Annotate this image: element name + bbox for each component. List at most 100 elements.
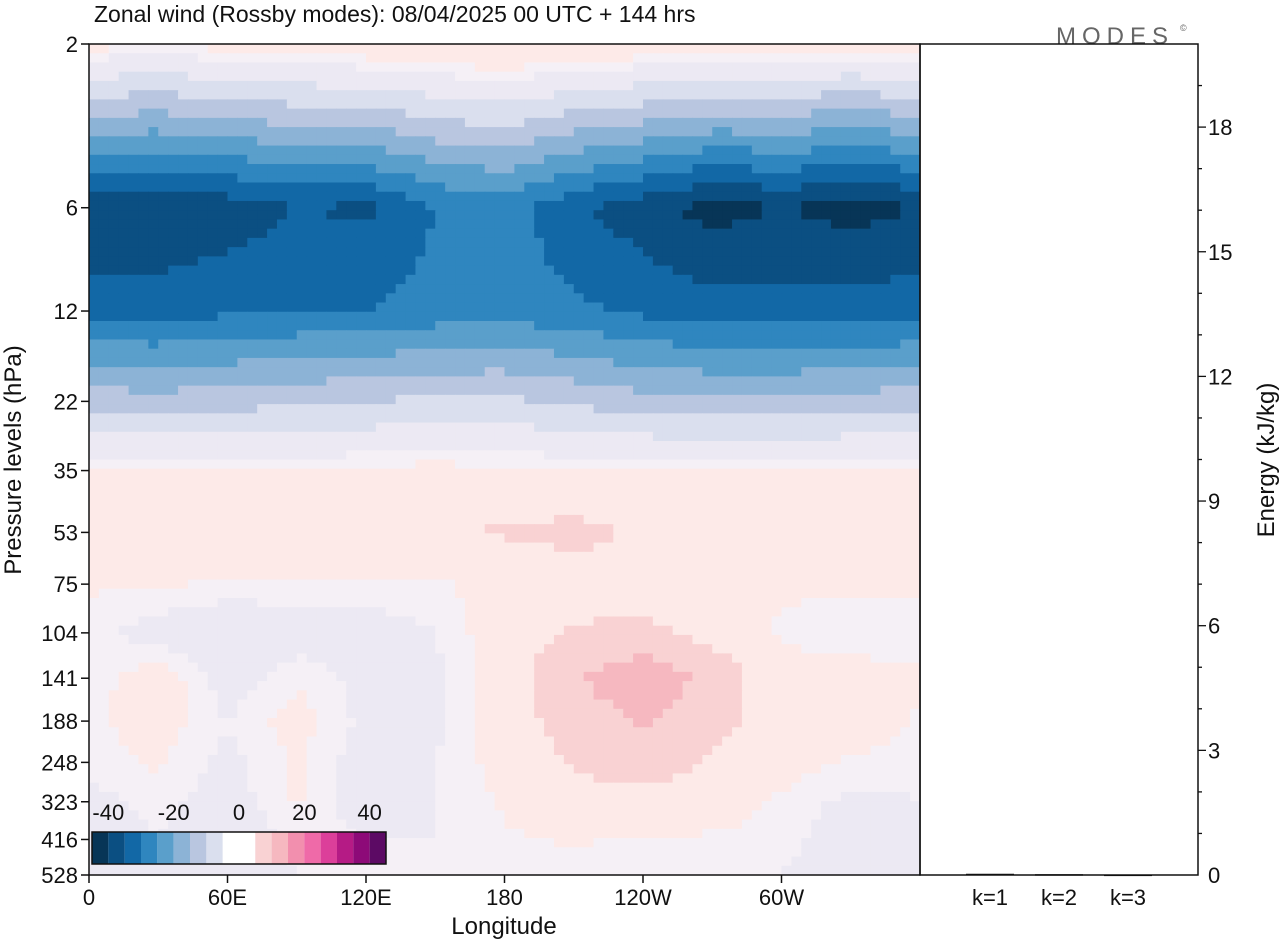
heatmap-cell <box>494 53 506 64</box>
heatmap-cell <box>474 127 486 137</box>
heatmap-cell <box>207 80 219 91</box>
heatmap-cell <box>801 182 812 193</box>
heatmap-cell <box>455 505 466 516</box>
heatmap-cell <box>257 441 268 451</box>
heatmap-cell <box>237 588 248 599</box>
heatmap-cell <box>405 80 417 91</box>
heatmap-cell <box>514 561 525 571</box>
heatmap-cell <box>870 385 882 396</box>
heatmap-cell <box>623 579 634 590</box>
heatmap-cell <box>267 71 278 82</box>
heatmap-cell <box>514 542 525 553</box>
heatmap-cell <box>613 524 624 534</box>
heatmap-cell <box>227 330 238 341</box>
heatmap-cell <box>425 422 436 433</box>
heatmap-cell <box>603 117 614 128</box>
heatmap-cell <box>375 108 387 119</box>
heatmap-cell <box>178 339 189 350</box>
heatmap-cell <box>286 293 298 304</box>
heatmap-cell <box>524 145 535 156</box>
heatmap-cell <box>108 561 120 571</box>
heatmap-cell <box>267 145 278 156</box>
heatmap-cell <box>89 441 100 451</box>
heatmap-cell <box>840 468 852 479</box>
heatmap-cell <box>138 256 149 267</box>
heatmap-cell <box>583 551 595 562</box>
heatmap-cell <box>217 219 229 230</box>
heatmap-cell <box>514 496 525 507</box>
heatmap-cell <box>534 164 545 174</box>
heatmap-cell <box>801 376 812 387</box>
heatmap-cell <box>514 404 525 414</box>
heatmap-cell <box>643 293 654 304</box>
heatmap-cell <box>811 330 822 341</box>
heatmap-cell <box>850 321 862 331</box>
heatmap-cell <box>652 108 664 119</box>
heatmap-cell <box>366 154 377 165</box>
heatmap-cell <box>494 348 506 359</box>
heatmap-cell <box>524 431 535 442</box>
heatmap-cell <box>514 136 525 147</box>
heatmap-cell <box>336 459 347 470</box>
heatmap-cell <box>375 404 387 414</box>
heatmap-cell <box>732 256 743 267</box>
heatmap-cell <box>316 127 328 137</box>
heatmap-cell <box>524 302 535 313</box>
heatmap-cell <box>197 53 209 64</box>
heatmap-cell <box>850 477 862 488</box>
heatmap-cell <box>148 330 159 341</box>
heatmap-cell <box>435 164 446 174</box>
heatmap-cell <box>286 44 298 54</box>
heatmap-cell <box>98 321 110 331</box>
heatmap-cell <box>356 542 367 553</box>
heatmap-cell <box>435 154 446 165</box>
heatmap-cell <box>702 450 713 461</box>
heatmap-cell <box>98 413 110 424</box>
heatmap-cell <box>741 441 753 451</box>
heatmap-cell <box>880 237 891 248</box>
heatmap-cell <box>880 357 891 368</box>
heatmap-cell <box>98 561 110 571</box>
heatmap-cell <box>484 154 496 165</box>
heatmap-cell <box>544 450 555 461</box>
heatmap-cell <box>751 127 763 137</box>
heatmap-cell <box>227 53 238 64</box>
heatmap-cell <box>405 99 417 110</box>
heatmap-cell <box>158 44 169 54</box>
logo-text: MODES <box>1056 23 1174 50</box>
heatmap-cell <box>128 385 140 396</box>
heatmap-cell <box>534 385 545 396</box>
heatmap-cell <box>168 533 179 544</box>
heatmap-cell <box>138 579 149 590</box>
heatmap-cell <box>484 514 496 525</box>
heatmap-cell <box>316 311 328 322</box>
heatmap-cell <box>821 302 832 313</box>
heatmap-cell <box>732 44 743 54</box>
heatmap-cell <box>563 219 575 230</box>
heatmap-cell <box>652 311 664 322</box>
heatmap-cell <box>771 191 783 202</box>
heatmap-cell <box>326 339 337 350</box>
heatmap-cell <box>910 71 920 82</box>
heatmap-cell <box>840 284 852 294</box>
heatmap-cell <box>257 71 268 82</box>
heatmap-cell <box>741 173 753 184</box>
heatmap-cell <box>741 80 753 91</box>
heatmap-cell <box>563 71 575 82</box>
heatmap-cell <box>98 385 110 396</box>
heatmap-cell <box>573 136 585 147</box>
heatmap-cell <box>306 80 318 91</box>
heatmap-cell <box>415 228 426 239</box>
heatmap-cell <box>603 570 614 581</box>
heatmap-cell <box>296 357 308 368</box>
heatmap-cell <box>692 330 703 341</box>
heatmap-cell <box>672 293 684 304</box>
heatmap-cell <box>900 330 911 341</box>
heatmap-cell <box>405 191 417 202</box>
heatmap-cell <box>910 80 920 91</box>
heatmap-cell <box>840 505 852 516</box>
heatmap-cell <box>158 154 169 165</box>
heatmap-cell <box>563 154 575 165</box>
heatmap-cell <box>494 542 506 553</box>
heatmap-cell <box>484 302 496 313</box>
